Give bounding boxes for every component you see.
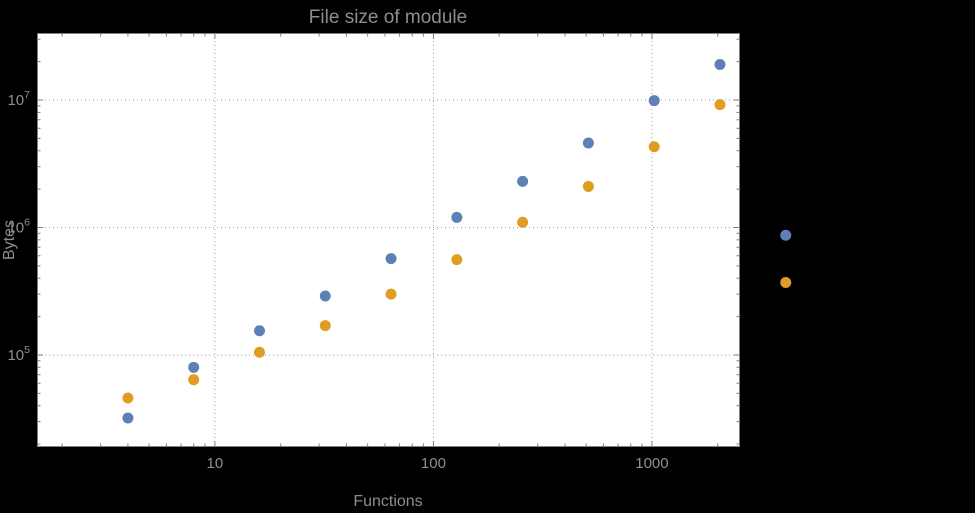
- data-point-series-2: [780, 277, 792, 289]
- data-point-series-1: [319, 290, 331, 302]
- data-point-series-1: [582, 137, 594, 149]
- x-tick-label: 1000: [635, 455, 668, 472]
- data-point-series-1: [451, 211, 463, 223]
- data-point-series-2: [451, 254, 463, 266]
- data-point-series-2: [188, 374, 200, 386]
- data-point-series-1: [385, 253, 397, 265]
- y-tick-label: 105: [7, 344, 30, 364]
- x-tick-label: 100: [421, 455, 446, 472]
- data-point-series-2: [385, 288, 397, 300]
- data-point-series-1: [648, 95, 660, 107]
- data-point-series-2: [517, 216, 529, 228]
- chart-title: File size of module: [309, 7, 467, 28]
- y-tick-label: 107: [7, 89, 30, 109]
- data-point-series-2: [582, 180, 594, 192]
- data-point-series-2: [648, 141, 660, 153]
- data-point-series-2: [319, 320, 331, 332]
- data-point-series-1: [780, 229, 792, 241]
- data-point-series-2: [714, 99, 726, 111]
- data-point-series-1: [253, 325, 265, 337]
- x-tick-label: 10: [207, 455, 224, 472]
- plot-layer: 10 100 1000 105 106 107: [7, 33, 792, 472]
- data-point-series-2: [122, 392, 134, 404]
- data-point-series-2: [253, 346, 265, 358]
- y-axis-label: Bytes: [1, 220, 18, 260]
- data-point-series-1: [517, 175, 529, 187]
- data-point-series-1: [122, 412, 134, 424]
- x-axis-label: Functions: [353, 493, 422, 510]
- plot-area: [37, 33, 740, 447]
- y-tick-label: 106: [7, 217, 30, 237]
- data-point-series-1: [714, 59, 726, 71]
- data-point-series-1: [188, 361, 200, 373]
